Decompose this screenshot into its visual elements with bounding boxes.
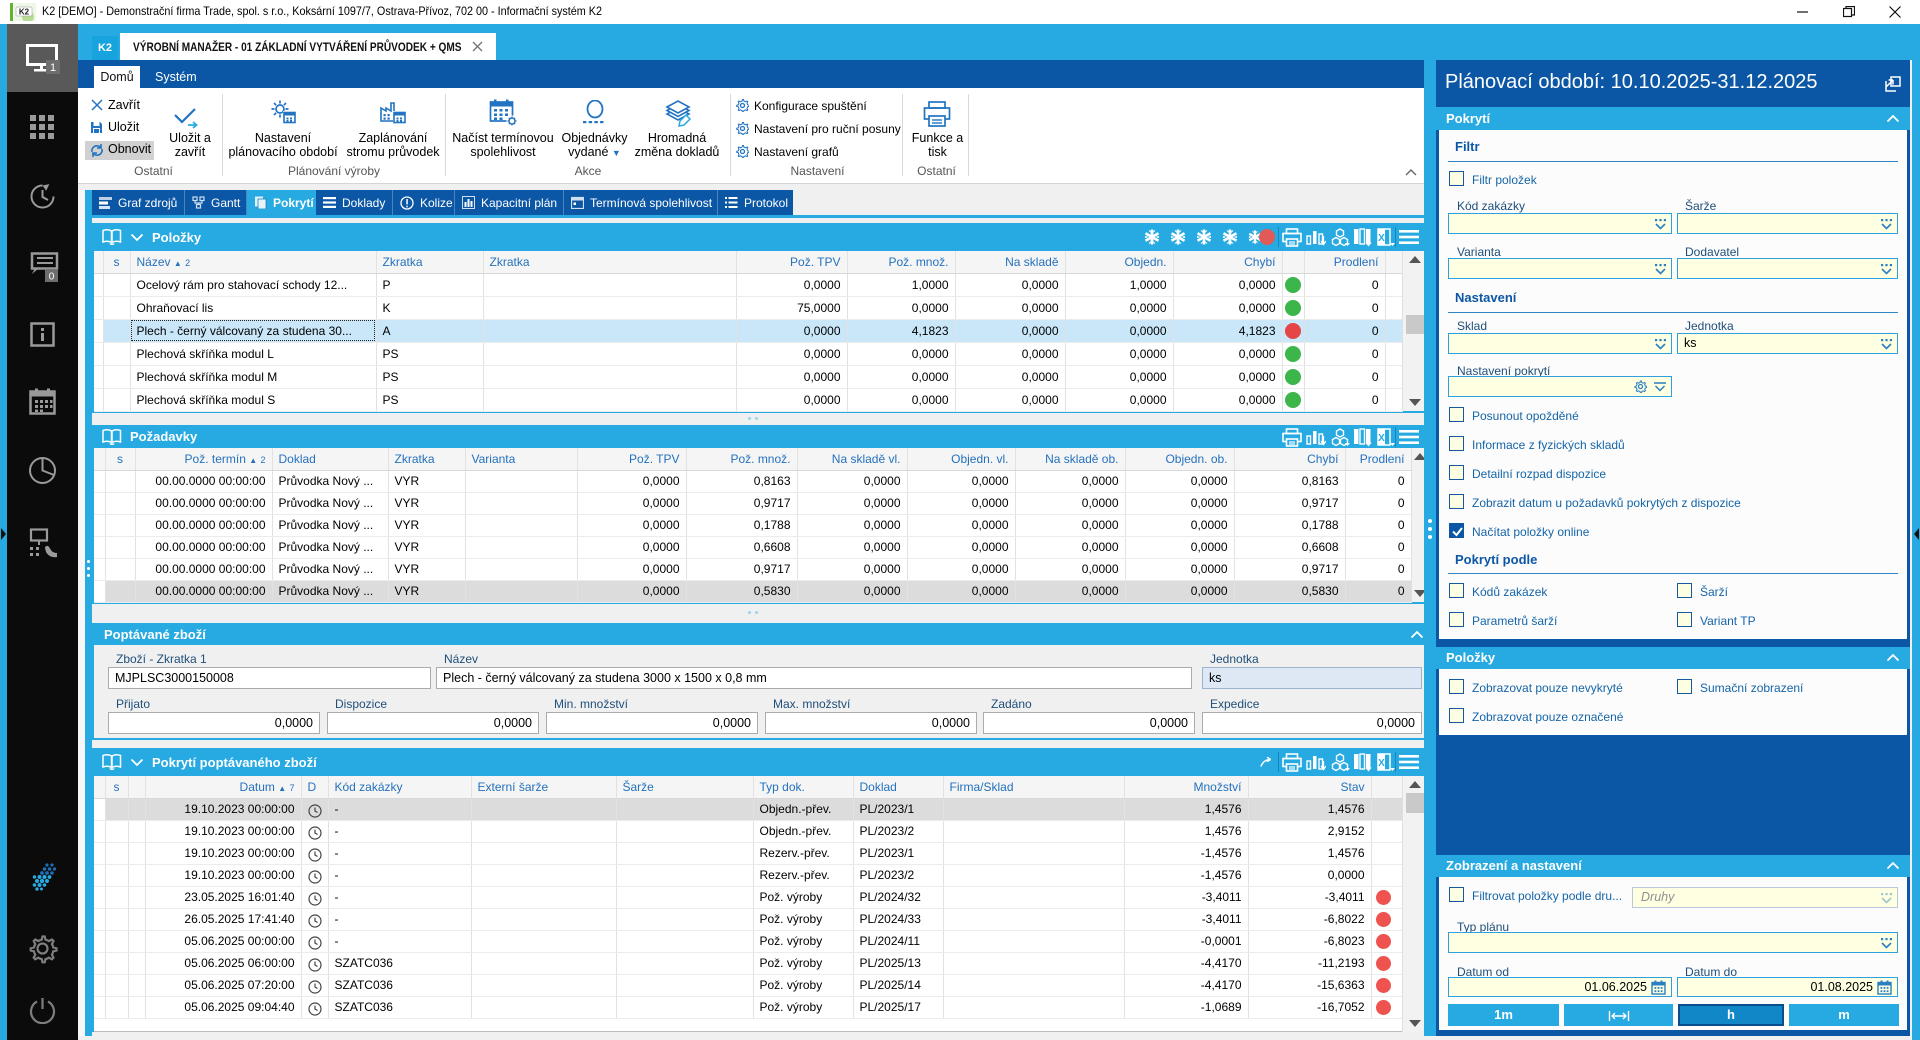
svg-text:K2: K2 (19, 8, 30, 17)
svg-text:0: 0 (49, 272, 55, 283)
svg-text:1: 1 (50, 62, 56, 74)
